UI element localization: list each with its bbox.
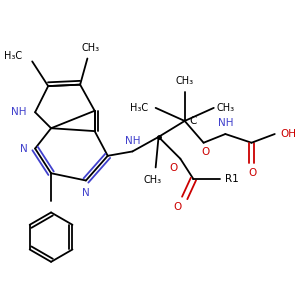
Text: CH₃: CH₃ <box>81 43 99 53</box>
Text: C: C <box>189 116 196 126</box>
Text: H₃C: H₃C <box>130 103 148 113</box>
Text: NH: NH <box>218 118 233 128</box>
Text: NH: NH <box>11 107 26 117</box>
Text: OH: OH <box>280 129 296 139</box>
Text: CH₃: CH₃ <box>144 175 162 185</box>
Text: O: O <box>249 168 257 178</box>
Text: R1: R1 <box>225 174 238 184</box>
Text: CH₃: CH₃ <box>176 76 194 85</box>
Text: N: N <box>82 188 90 198</box>
Text: O: O <box>169 163 177 173</box>
Text: O: O <box>173 202 182 212</box>
Text: H₃C: H₃C <box>4 51 22 61</box>
Text: CH₃: CH₃ <box>217 103 235 113</box>
Text: O: O <box>201 147 209 157</box>
Text: NH: NH <box>125 136 140 146</box>
Text: N: N <box>20 143 28 154</box>
